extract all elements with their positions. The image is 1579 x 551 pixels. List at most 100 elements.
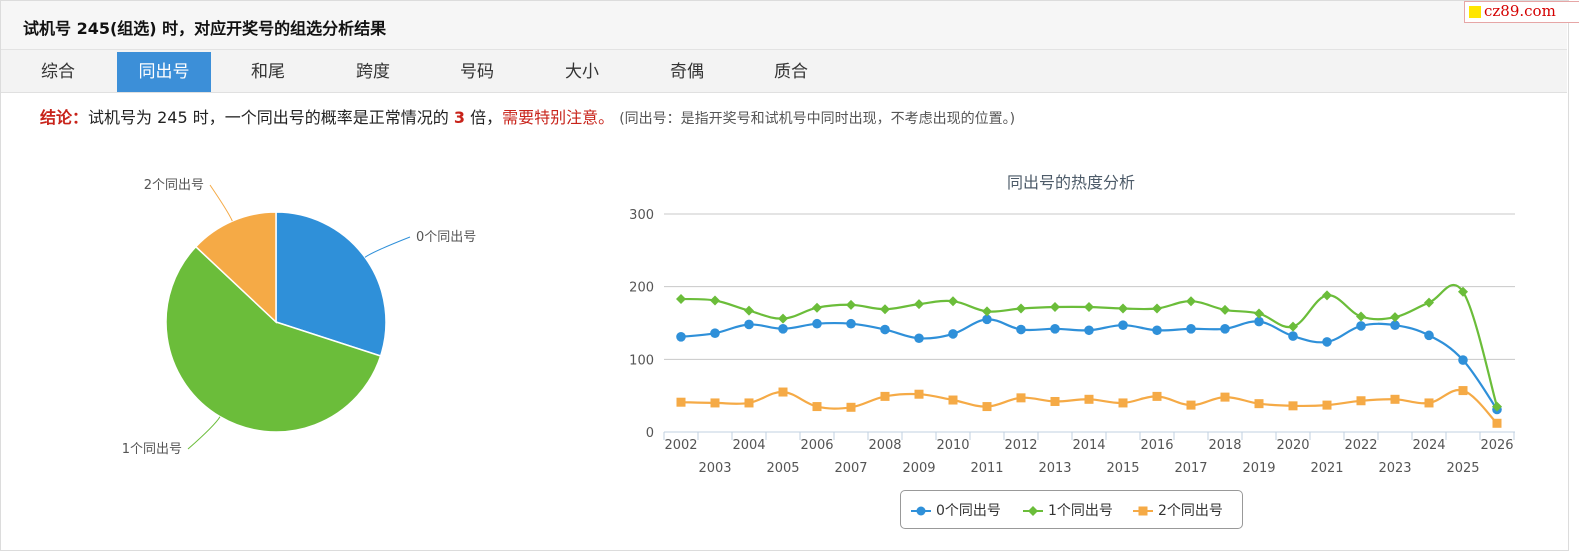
data-point-circle[interactable] bbox=[1356, 321, 1366, 331]
data-point-square[interactable] bbox=[948, 395, 958, 405]
x-tick-label: 2014 bbox=[1072, 438, 1105, 453]
data-point-diamond[interactable] bbox=[880, 304, 890, 315]
data-point-diamond[interactable] bbox=[1016, 303, 1026, 314]
data-point-diamond[interactable] bbox=[1084, 302, 1094, 313]
data-point-diamond[interactable] bbox=[948, 296, 958, 307]
data-point-square[interactable] bbox=[846, 402, 856, 412]
data-point-circle[interactable] bbox=[1390, 320, 1400, 330]
data-point-circle[interactable] bbox=[914, 333, 924, 344]
legend-item-1[interactable]: 1个同出号 bbox=[1023, 500, 1113, 520]
pie-slice[interactable] bbox=[165, 245, 382, 433]
data-point-circle[interactable] bbox=[1084, 325, 1094, 336]
data-point-square[interactable] bbox=[1186, 400, 1196, 410]
tab-common-numbers[interactable]: 同出号 bbox=[117, 52, 211, 92]
data-point-circle[interactable] bbox=[1186, 324, 1196, 334]
data-point-diamond[interactable] bbox=[812, 302, 822, 313]
data-point-square[interactable] bbox=[778, 387, 788, 397]
data-point-diamond[interactable] bbox=[1050, 302, 1060, 313]
data-point-square[interactable] bbox=[1220, 392, 1230, 402]
data-point-diamond[interactable] bbox=[1322, 290, 1332, 301]
data-point-diamond[interactable] bbox=[914, 299, 924, 310]
data-point-circle[interactable] bbox=[1458, 355, 1468, 365]
data-point-diamond[interactable] bbox=[778, 313, 788, 324]
tab-prime-composite[interactable]: 质合 bbox=[774, 62, 808, 82]
data-point-diamond[interactable] bbox=[1458, 286, 1468, 297]
data-point-square[interactable] bbox=[1356, 396, 1366, 406]
data-point-square[interactable] bbox=[982, 402, 992, 412]
data-point-diamond[interactable] bbox=[710, 295, 720, 306]
conclusion-unit: 倍， bbox=[470, 108, 503, 127]
legend-item-2[interactable]: 2个同出号 bbox=[1133, 500, 1223, 520]
data-point-circle[interactable] bbox=[1220, 324, 1230, 334]
pie-connector-line bbox=[187, 416, 221, 450]
data-point-circle[interactable] bbox=[812, 318, 822, 329]
data-point-square[interactable] bbox=[1458, 386, 1468, 396]
data-point-diamond[interactable] bbox=[1152, 303, 1162, 314]
data-point-circle[interactable] bbox=[880, 324, 890, 335]
pie-slice[interactable] bbox=[275, 211, 387, 357]
data-point-square[interactable] bbox=[1050, 396, 1060, 406]
x-tick-label: 2007 bbox=[834, 461, 867, 476]
data-point-diamond[interactable] bbox=[1356, 311, 1366, 322]
data-point-circle[interactable] bbox=[1254, 316, 1264, 327]
data-point-diamond[interactable] bbox=[744, 305, 754, 316]
data-point-circle[interactable] bbox=[676, 332, 686, 342]
data-point-diamond[interactable] bbox=[676, 294, 686, 305]
data-point-circle[interactable] bbox=[1016, 324, 1026, 335]
x-tick-label: 2013 bbox=[1038, 461, 1071, 476]
x-tick-label: 2010 bbox=[936, 438, 969, 453]
data-point-circle[interactable] bbox=[1322, 337, 1332, 347]
data-point-circle[interactable] bbox=[710, 328, 720, 338]
data-point-diamond[interactable] bbox=[1254, 308, 1264, 319]
data-point-circle[interactable] bbox=[1118, 320, 1128, 330]
data-point-circle[interactable] bbox=[846, 318, 856, 329]
data-point-square[interactable] bbox=[1492, 418, 1502, 428]
legend-item-0[interactable]: 0个同出号 bbox=[911, 500, 1001, 520]
line-chart-title: 同出号的热度分析 bbox=[1007, 173, 1135, 192]
data-point-square[interactable] bbox=[1288, 401, 1298, 411]
data-point-circle[interactable] bbox=[948, 329, 958, 339]
tab-numbers[interactable]: 号码 bbox=[460, 62, 494, 82]
data-point-square[interactable] bbox=[744, 398, 754, 408]
x-tick-label: 2026 bbox=[1480, 438, 1513, 453]
tab-sum-tail[interactable]: 和尾 bbox=[251, 62, 285, 82]
data-point-circle[interactable] bbox=[1050, 324, 1060, 334]
data-point-square[interactable] bbox=[1084, 394, 1094, 404]
tab-bar: 综合 同出号 和尾 跨度 号码 大小 奇偶 质合 bbox=[1, 50, 1567, 93]
data-point-circle[interactable] bbox=[1288, 331, 1298, 341]
data-point-square[interactable] bbox=[812, 402, 822, 412]
data-point-square[interactable] bbox=[1016, 393, 1026, 403]
data-point-square[interactable] bbox=[1322, 400, 1332, 410]
data-point-diamond[interactable] bbox=[1424, 297, 1434, 308]
pie-slice[interactable] bbox=[194, 211, 277, 324]
data-point-circle[interactable] bbox=[744, 319, 754, 330]
tab-summary[interactable]: 综合 bbox=[41, 62, 75, 82]
tab-odd-even[interactable]: 奇偶 bbox=[670, 62, 704, 82]
data-point-diamond[interactable] bbox=[1186, 296, 1196, 307]
data-point-circle[interactable] bbox=[1152, 325, 1162, 336]
data-point-circle[interactable] bbox=[1424, 330, 1434, 341]
data-point-diamond[interactable] bbox=[1492, 401, 1502, 412]
data-point-square[interactable] bbox=[914, 389, 924, 399]
data-point-circle[interactable] bbox=[982, 314, 992, 325]
tab-span[interactable]: 跨度 bbox=[356, 62, 390, 82]
data-point-square[interactable] bbox=[1152, 391, 1162, 401]
data-point-square[interactable] bbox=[880, 391, 890, 401]
data-point-circle[interactable] bbox=[778, 324, 788, 334]
data-point-diamond[interactable] bbox=[1220, 304, 1230, 315]
data-point-square[interactable] bbox=[1390, 394, 1400, 404]
data-point-diamond[interactable] bbox=[1390, 312, 1400, 323]
data-point-diamond[interactable] bbox=[1118, 303, 1128, 314]
data-point-square[interactable] bbox=[1424, 398, 1434, 408]
legend-label-1: 1个同出号 bbox=[1048, 503, 1113, 519]
y-tick-label: 0 bbox=[646, 426, 654, 441]
data-point-diamond[interactable] bbox=[846, 299, 856, 310]
data-point-square[interactable] bbox=[1118, 398, 1128, 408]
data-point-square[interactable] bbox=[1254, 399, 1264, 409]
data-point-square[interactable] bbox=[676, 397, 686, 407]
tab-big-small[interactable]: 大小 bbox=[565, 62, 599, 82]
data-point-diamond[interactable] bbox=[982, 306, 992, 317]
data-point-square[interactable] bbox=[710, 398, 720, 408]
data-point-diamond[interactable] bbox=[1288, 321, 1298, 332]
page-title: 试机号 245(组选) 时，对应开奖号的组选分析结果 bbox=[23, 19, 387, 38]
